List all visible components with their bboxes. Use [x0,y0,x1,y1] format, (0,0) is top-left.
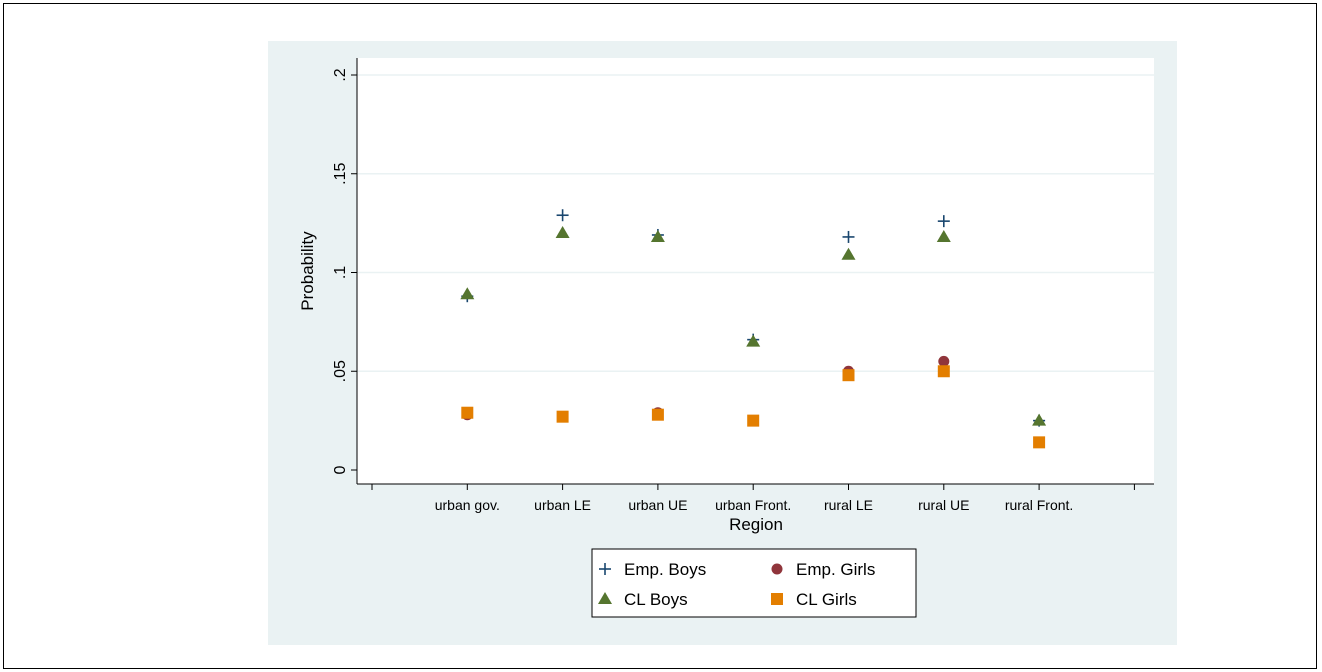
x-ticks: urban gov. urban LE urban UE urban Front. ru… [371,484,1135,513]
x-tick-label: rural Front. [1005,497,1073,513]
gridlines [357,74,1154,372]
point-emp-boys [937,215,950,228]
y-tick-label: .15 [332,163,349,185]
point-emp-boys [842,230,855,243]
legend-box [591,548,917,618]
point-cl-girls [937,365,950,378]
point-cl-girls [1033,436,1046,449]
x-tick-label: urban gov. [435,497,500,513]
legend-marker-emp-girls [771,563,783,575]
legend-marker-cl-girls [771,593,783,605]
point-cl-girls [747,414,760,427]
y-tick-label: .2 [332,68,349,81]
point-cl-girls [556,410,569,423]
y-tick-label: 0 [332,465,349,474]
x-tick-label: rural LE [824,497,873,513]
legend-label-cl-boys: CL Boys [624,590,688,609]
y-tick-label: .1 [332,266,349,279]
point-cl-boys [650,229,665,242]
point-cl-girls [842,369,855,382]
y-axis-title: Probability [298,231,317,311]
x-tick-label: rural UE [918,497,969,513]
point-cl-boys [460,287,475,300]
legend-label-cl-girls: CL Girls [796,590,857,609]
point-cl-boys [555,226,570,238]
point-emp-boys [556,209,569,222]
legend-label-emp-boys: Emp. Boys [624,560,706,579]
point-cl-girls [651,408,664,421]
point-cl-boys [746,334,761,347]
point-emp-girls [938,355,950,367]
axes [356,58,1154,485]
x-tick-label: urban Front. [715,497,791,513]
legend-marker-cl-boys [598,592,612,604]
legend: Emp. Boys Emp. Girls CL Boys CL Girls [591,548,917,618]
y-tick-label: .05 [332,360,349,382]
legend-marker-emp-boys [599,563,611,575]
y-ticks: 0 .05 .1 .15 .2 [332,68,357,474]
x-tick-label: urban LE [534,497,591,513]
point-cl-boys [841,247,856,260]
point-cl-boys [936,229,951,242]
x-axis-title: Region [729,515,783,534]
data-points [460,209,1047,449]
x-tick-label: urban UE [628,497,687,513]
point-cl-boys [1032,413,1047,426]
legend-label-emp-girls: Emp. Girls [796,560,875,579]
point-cl-girls [461,406,474,419]
plot-region-background [357,58,1154,484]
